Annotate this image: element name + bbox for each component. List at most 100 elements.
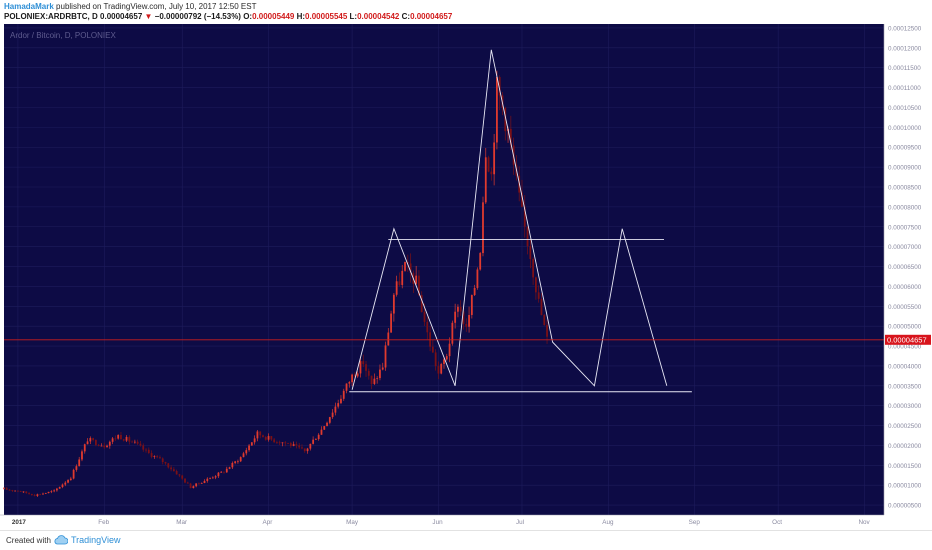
price-axis: 0.00012500 0.00012000 0.00011500 0.00011000… <box>883 24 932 515</box>
zigzag-projection <box>351 49 668 390</box>
ohlc-value: 0.00004657 <box>410 12 453 21</box>
candle-body <box>267 436 270 440</box>
price-change: −0.00000792 (−14.53%) <box>154 12 241 21</box>
candle-body <box>312 439 315 444</box>
candle-body <box>206 478 209 481</box>
candle-body <box>392 294 395 314</box>
candle-body <box>100 445 103 447</box>
candle-body <box>448 343 451 357</box>
candle-body <box>108 441 111 446</box>
candle-body <box>120 435 122 440</box>
candle-body <box>457 306 459 312</box>
ohlc-open: O:0.00005449 <box>243 12 296 21</box>
candle-body <box>345 383 348 391</box>
chart-watermark: Ardor / Bitcoin, D, POLONIEX <box>10 31 116 40</box>
x-tick-label: Jul <box>516 519 524 526</box>
candle-body <box>153 456 156 457</box>
candle-body <box>376 378 379 379</box>
candle-body <box>231 462 234 468</box>
candle-body <box>353 374 356 377</box>
candle-body <box>256 431 259 439</box>
y-tick-label: 0.00001500 <box>888 463 922 470</box>
candle-body <box>451 322 454 344</box>
current-price-tag: 0.00004657 <box>885 334 931 345</box>
candle-body <box>262 435 264 437</box>
candle-body <box>39 494 42 496</box>
candle-body <box>186 482 189 484</box>
candle-body <box>484 157 487 203</box>
candle-body <box>479 253 482 270</box>
candle-body <box>398 281 401 285</box>
candle-body <box>111 438 114 442</box>
candle-body <box>387 332 390 346</box>
symbol-name: POLONIEX:ARDRBTC, D <box>4 12 98 21</box>
y-tick-label: 0.00007000 <box>888 244 922 251</box>
x-tick-label: 2017 <box>12 519 27 526</box>
candle-body <box>228 467 231 469</box>
candle-body <box>420 295 423 313</box>
candle-body <box>356 373 359 377</box>
candle-body <box>33 495 36 496</box>
candle-body <box>220 471 223 473</box>
candle-body <box>540 298 543 315</box>
candle-body <box>443 359 445 364</box>
candle-body <box>72 469 75 479</box>
ohlc-key: C: <box>401 12 411 21</box>
candle-body <box>83 444 86 452</box>
candle-body <box>248 445 250 451</box>
price-tag-background <box>885 334 931 345</box>
candle-body <box>434 352 437 367</box>
candle-body <box>167 463 170 468</box>
candle-body <box>14 490 17 492</box>
y-tick-label: 0.00006000 <box>888 284 922 291</box>
candle-body <box>125 437 128 441</box>
price-chart[interactable]: Ardor / Bitcoin, D, POLONIEX 0.000125000… <box>0 24 932 529</box>
candle-body <box>370 375 373 384</box>
candle-body <box>250 442 253 446</box>
symbol-line: POLONIEX:ARDRBTC, D 0.00004657 ▼ −0.0000… <box>4 12 452 21</box>
tradingview-logo[interactable]: TradingView <box>54 535 121 545</box>
candle-body <box>200 483 203 484</box>
y-tick-label: 0.00011500 <box>888 65 921 72</box>
candle-body <box>67 480 69 483</box>
x-tick-label: Jun <box>432 519 443 526</box>
candle-body <box>529 246 532 259</box>
candle-body <box>264 436 267 440</box>
candle-body <box>418 275 420 296</box>
candle-body <box>64 482 67 485</box>
candle-body <box>245 450 248 454</box>
candle-body <box>390 313 392 333</box>
candle-body <box>295 444 298 446</box>
publication-line: HamadaMark published on TradingView.com,… <box>4 2 256 11</box>
author-link[interactable]: HamadaMark <box>4 2 54 11</box>
candle-body <box>334 406 337 413</box>
candle-body <box>289 443 292 446</box>
candle-body <box>50 491 53 493</box>
candle-body <box>314 439 317 440</box>
candle-body <box>521 192 523 207</box>
candle-body <box>69 478 72 481</box>
y-tick-label: 0.00007500 <box>888 224 922 231</box>
chart-area[interactable]: Ardor / Bitcoin, D, POLONIEX 0.00012500 0… <box>0 24 932 529</box>
y-tick-label: 0.00005000 <box>888 324 922 331</box>
x-tick-label: Aug <box>602 519 614 526</box>
y-tick-label: 0.00009500 <box>888 145 922 152</box>
candle-body <box>379 369 381 379</box>
candle-body <box>47 491 50 494</box>
candle-body <box>17 490 19 492</box>
candle-body <box>42 493 44 495</box>
candle-body <box>287 443 289 444</box>
candle-body <box>30 493 33 496</box>
candle-body <box>184 478 186 483</box>
candle-body <box>404 262 406 271</box>
candle-body <box>476 269 479 288</box>
y-tick-label: 0.00008500 <box>888 185 922 192</box>
candle-body <box>131 441 134 443</box>
candle-body <box>537 292 540 299</box>
candle-body <box>340 398 342 404</box>
chart-header: HamadaMark published on TradingView.com,… <box>0 0 932 24</box>
candle-body <box>139 443 142 446</box>
candle-body <box>172 469 175 471</box>
candle-body <box>217 472 220 477</box>
candle-body <box>493 142 496 175</box>
